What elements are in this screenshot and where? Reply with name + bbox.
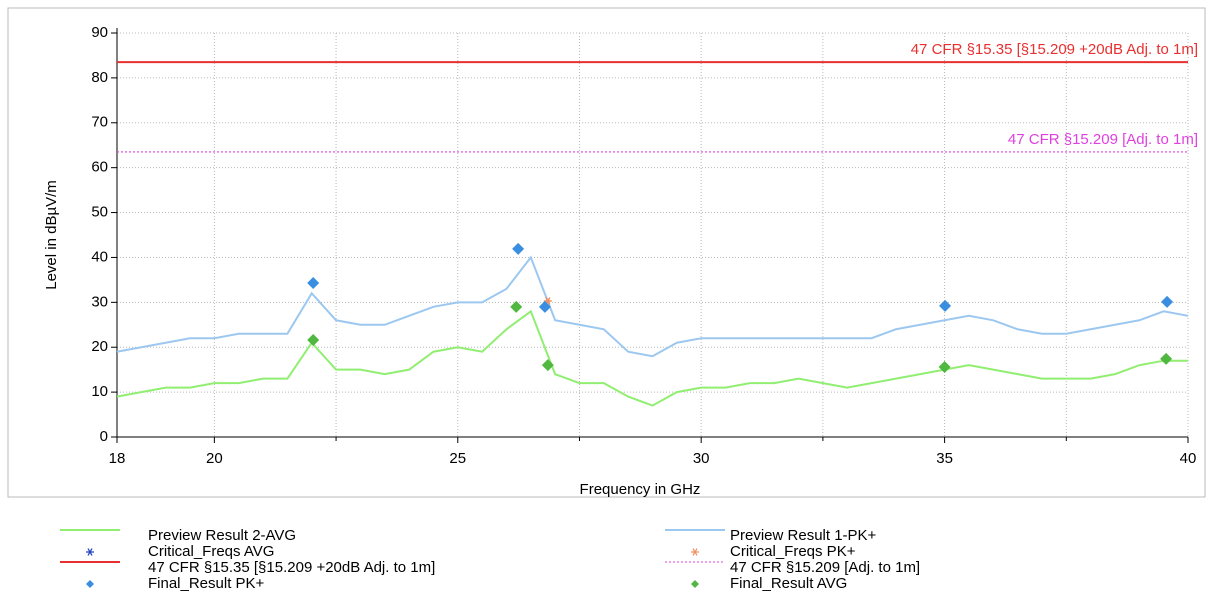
y-tick-label: 50 xyxy=(91,204,108,221)
marker xyxy=(1160,352,1173,365)
marker xyxy=(538,300,551,313)
x-tick-label: 40 xyxy=(1180,450,1197,467)
marker xyxy=(512,242,525,255)
legend-label: Critical_Freqs PK+ xyxy=(730,543,856,560)
y-tick-label: 40 xyxy=(91,248,108,265)
y-tick-label: 60 xyxy=(91,159,108,176)
legend-swatch xyxy=(86,548,94,556)
x-tick-label: 30 xyxy=(693,450,710,467)
y-tick-label: 80 xyxy=(91,69,108,86)
marker xyxy=(938,360,951,373)
legend-label: Final_Result PK+ xyxy=(148,575,265,592)
legend-label: 47 CFR §15.35 [§15.209 +20dB Adj. to 1m] xyxy=(148,559,435,576)
y-tick-label: 10 xyxy=(91,383,108,400)
marker xyxy=(307,277,320,290)
x-tick-label: 35 xyxy=(936,450,953,467)
y-tick-label: 90 xyxy=(91,24,108,41)
y-tick-label: 0 xyxy=(100,428,108,445)
legend-label: 47 CFR §15.209 [Adj. to 1m] xyxy=(730,559,920,576)
series-line xyxy=(116,255,1189,358)
legend-swatch xyxy=(691,580,699,588)
y-tick-label: 20 xyxy=(91,338,108,355)
legend-swatch xyxy=(691,548,699,556)
limit-label: 47 CFR §15.209 [Adj. to 1m] xyxy=(1008,131,1198,148)
marker xyxy=(510,300,523,313)
y-tick-label: 70 xyxy=(91,114,108,131)
x-tick-label: 18 xyxy=(109,450,126,467)
y-tick-label: 30 xyxy=(91,293,108,310)
legend-label: Final_Result AVG xyxy=(730,575,847,592)
marker xyxy=(307,334,320,347)
frame xyxy=(7,7,1206,498)
legend-label: Preview Result 1-PK+ xyxy=(730,527,877,544)
limit-label: 47 CFR §15.35 [§15.209 +20dB Adj. to 1m] xyxy=(911,41,1198,58)
y-axis-label: Level in dBµV/m xyxy=(43,180,60,290)
marker xyxy=(541,359,554,372)
marker xyxy=(939,299,952,312)
legend-label: Preview Result 2-AVG xyxy=(148,527,296,544)
x-tick-label: 25 xyxy=(449,450,466,467)
marker xyxy=(1161,295,1174,308)
x-axis-label: Frequency in GHz xyxy=(580,481,701,498)
series-line xyxy=(116,309,1188,407)
x-tick-label: 20 xyxy=(206,450,223,467)
legend-swatch xyxy=(86,580,94,588)
legend-label: Critical_Freqs AVG xyxy=(148,543,274,560)
